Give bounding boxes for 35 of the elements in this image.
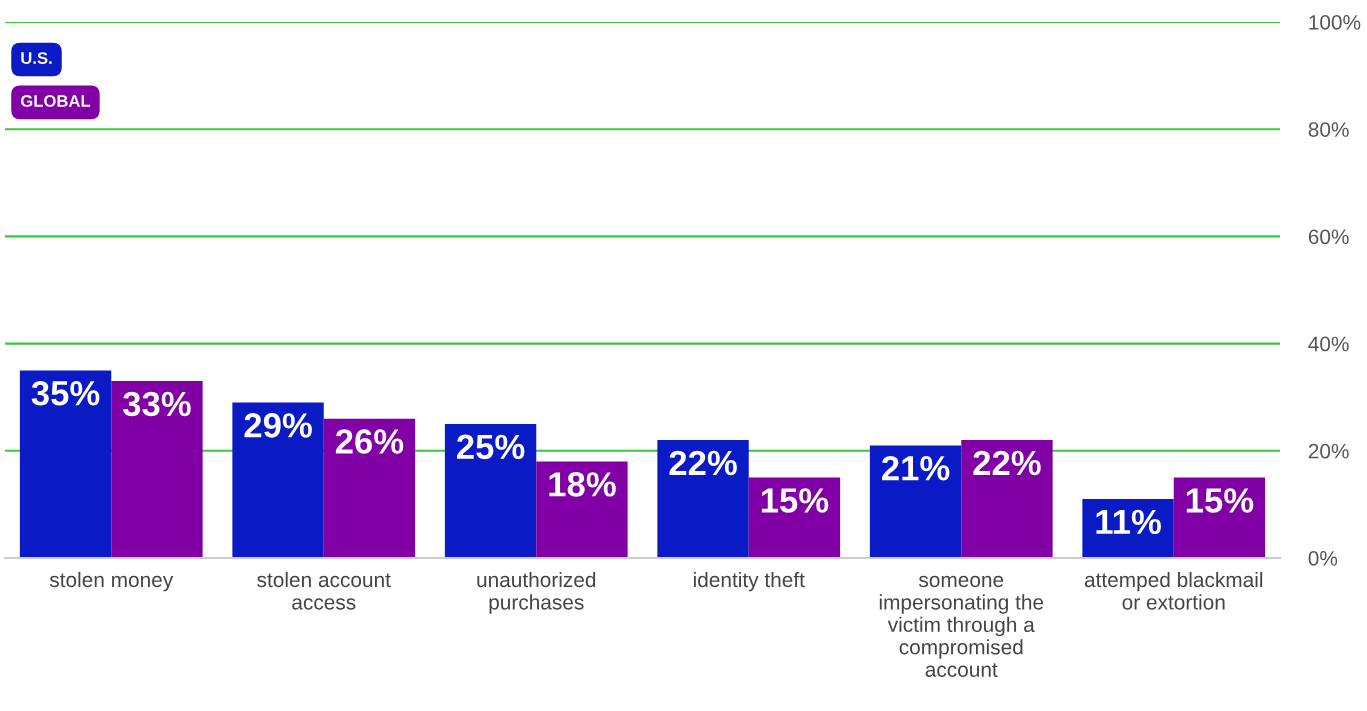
bar [869, 445, 962, 558]
data-label: 33% [122, 391, 191, 417]
x-tick-label: attemped blackmail or extortion [1084, 571, 1263, 610]
text: U.S. [21, 52, 52, 64]
data-label: 26% [335, 429, 404, 454]
bar [536, 461, 628, 558]
bar [323, 418, 416, 558]
y-tick-label: 0% [1308, 551, 1338, 566]
x-tick-label: unauthorized purchases [477, 571, 596, 614]
bar [444, 424, 537, 558]
bar [111, 381, 203, 558]
data-label: 25% [457, 434, 525, 460]
data-label: 22% [669, 450, 737, 476]
data-label: 29% [244, 413, 312, 438]
x-tick-label: stolen money [49, 571, 174, 592]
y-tick-label: 20% [1308, 443, 1349, 459]
data-label: 11% [1096, 509, 1161, 535]
data-label: 35% [31, 380, 100, 406]
y-tick-label: 40% [1308, 336, 1349, 352]
y-tick-label: 100% [1309, 15, 1361, 30]
bar [232, 402, 324, 558]
bar [657, 440, 749, 558]
x-tick-label: identity theft [693, 571, 805, 592]
text: GLOBAL [20, 95, 91, 107]
data-label: 22% [973, 450, 1041, 476]
x-tick-label: stolen account access [257, 571, 391, 610]
y-tick-label: 80% [1308, 122, 1349, 137]
bar [19, 370, 112, 558]
y-tick-label: 60% [1308, 229, 1349, 245]
data-label: 15% [1186, 488, 1254, 513]
bar [961, 440, 1053, 558]
data-label: 18% [549, 472, 616, 497]
data-label: 21% [882, 456, 950, 481]
x-tick-label: someone impersonating the victim through a compromised account [879, 575, 1044, 677]
data-label: 15% [761, 488, 829, 513]
